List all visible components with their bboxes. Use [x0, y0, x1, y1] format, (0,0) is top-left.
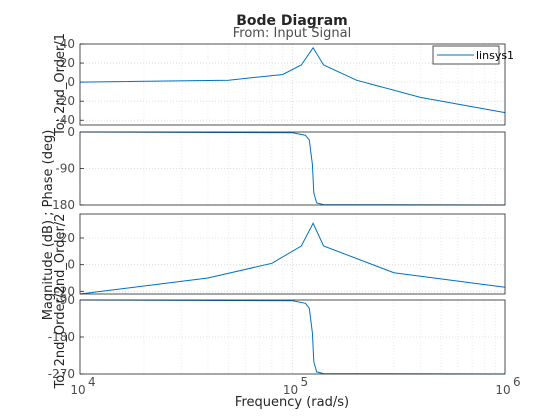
- series-line-phase1: [79, 131, 506, 206]
- y-tick-label: -180: [48, 198, 75, 212]
- y-tick-label: -20: [55, 94, 75, 108]
- y-tick-label: -180: [48, 330, 75, 344]
- y-axis-label: Magnitude (dB) ; Phase (deg): [41, 130, 56, 321]
- series-line-mag2: [79, 222, 506, 295]
- y-tick-label: -20: [55, 284, 75, 298]
- y-tick-label: 0: [67, 75, 75, 89]
- y-tick-label: -40: [55, 113, 75, 127]
- y-tick-label: -270: [48, 367, 75, 381]
- x-tick-exponent: 5: [301, 375, 309, 389]
- row-label: To: 2nd_Order/1: [53, 33, 68, 137]
- y-tick-label: 20: [60, 231, 75, 245]
- x-tick-base: 10: [70, 383, 85, 397]
- axes-frame: [79, 213, 506, 295]
- x-tick-base: 10: [283, 383, 298, 397]
- y-tick-label: 0: [67, 258, 75, 272]
- y-tick-label: 20: [60, 56, 75, 70]
- legend-entry: linsys1: [476, 49, 514, 62]
- chart-subtitle: From: Input Signal: [233, 26, 351, 41]
- chart-title: Bode Diagram: [236, 13, 348, 29]
- x-tick-label: 104: [70, 375, 95, 397]
- y-tick-label: 40: [60, 37, 75, 51]
- y-tick-label: -90: [55, 162, 75, 176]
- panel-phase1: 0 -90 -180: [48, 125, 506, 212]
- y-tick-label: -90: [55, 293, 75, 307]
- axes-frame: [79, 43, 506, 126]
- series-line-phase2: [79, 299, 506, 375]
- legend[interactable]: linsys1: [432, 45, 514, 65]
- row-label: To: 2nd_Order/2: [53, 285, 68, 389]
- x-axis-label: Frequency (rad/s): [235, 395, 349, 410]
- x-tick-label: 106: [495, 375, 520, 397]
- x-tick-exponent: 4: [88, 375, 96, 389]
- x-tick-exponent: 6: [513, 375, 521, 389]
- y-tick-label: 0: [67, 125, 75, 139]
- row-label: 2nd_Order/2: [53, 214, 68, 295]
- x-tick-label: 105: [283, 375, 308, 397]
- axes-frame: [79, 299, 506, 375]
- series-line-mag1: [79, 46, 506, 114]
- axes-frame: [79, 131, 506, 206]
- x-tick-base: 10: [495, 383, 510, 397]
